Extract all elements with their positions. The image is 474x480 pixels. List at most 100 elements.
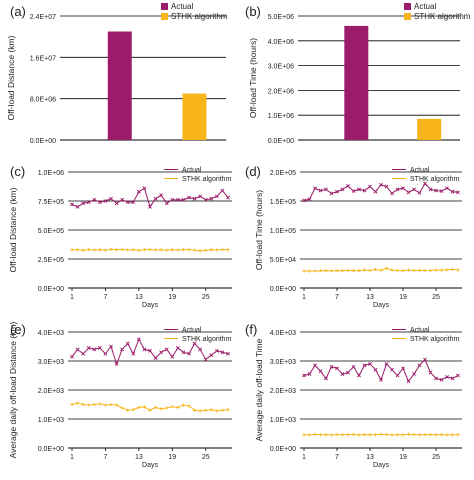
bar-sthk [182, 93, 207, 140]
point-sthk [137, 248, 141, 252]
x-axis-label: Days [142, 302, 158, 309]
point-sthk [368, 269, 372, 273]
point-sthk [181, 403, 186, 407]
point-sthk [159, 248, 163, 252]
point-actual [335, 189, 339, 194]
panel-e: (e) 0.0E+00 1.0E+03 2.0E+03 3.0E+03 4.0E+03 Av… [8, 321, 232, 469]
point-sthk [357, 269, 361, 273]
point-sthk [346, 433, 350, 437]
point-sthk [192, 408, 197, 412]
point-sthk [434, 268, 438, 272]
legend-label: Actual [182, 167, 202, 174]
point-actual [390, 367, 394, 372]
point-actual [434, 188, 438, 193]
point-sthk [340, 269, 345, 273]
y-tick-label: 4.0E+03 [270, 330, 296, 337]
x-tick-label: 7 [335, 294, 339, 301]
point-sthk [87, 403, 91, 407]
y-tick-label: 2.0E+03 [270, 388, 296, 395]
x-tick-label: 7 [103, 294, 107, 301]
point-sthk [103, 248, 108, 252]
point-sthk [120, 247, 124, 252]
legend-label: Actual [410, 327, 430, 334]
y-tick-label: 2.0E+05 [270, 170, 296, 177]
x-tick-label: 7 [335, 454, 339, 461]
point-actual [406, 190, 411, 195]
x-tick-label: 19 [168, 294, 176, 301]
y-tick-label: 8.0E+06 [30, 97, 56, 104]
point-actual [318, 369, 323, 374]
point-actual [324, 187, 328, 192]
y-tick-label: 1.0E+06 [38, 170, 64, 177]
x-tick-label: 25 [432, 294, 440, 301]
panel-label: (f) [245, 322, 257, 337]
point-sthk [114, 403, 119, 407]
point-actual [346, 370, 350, 375]
point-sthk [114, 248, 119, 252]
point-actual [203, 357, 208, 362]
point-sthk [439, 268, 444, 272]
point-sthk [434, 433, 438, 437]
bar-actual [344, 25, 369, 141]
point-actual [86, 346, 91, 350]
y-axis-label: Off-load Distance (km) [6, 35, 16, 120]
point-actual [125, 200, 130, 205]
y-tick-label: 5.0E+06 [268, 14, 294, 21]
x-tick-label: 13 [366, 454, 374, 461]
point-actual [92, 197, 97, 202]
point-actual [198, 347, 203, 352]
point-sthk [302, 269, 306, 273]
point-sthk [109, 247, 113, 251]
point-sthk [307, 269, 312, 273]
bar-sthk [417, 118, 442, 140]
point-actual [329, 364, 334, 369]
legend-label: STHK algorithm [182, 176, 232, 183]
point-actual [86, 200, 91, 205]
point-actual [445, 375, 449, 379]
point-actual [434, 376, 438, 381]
point-actual [340, 372, 345, 376]
legend-swatch [404, 3, 411, 10]
x-tick-label: 25 [432, 454, 440, 461]
point-sthk [324, 269, 328, 273]
point-sthk [142, 248, 147, 252]
point-actual [351, 364, 356, 369]
point-sthk [456, 433, 460, 437]
point-sthk [165, 248, 169, 252]
point-actual [357, 373, 361, 378]
point-actual [384, 184, 389, 189]
point-actual [335, 366, 339, 371]
x-tick-label: 1 [70, 454, 74, 461]
point-actual [142, 347, 147, 352]
point-sthk [318, 433, 323, 437]
point-sthk [445, 433, 449, 437]
point-sthk [209, 248, 213, 252]
point-sthk [92, 248, 96, 252]
point-actual [307, 197, 312, 202]
point-actual [187, 351, 191, 356]
panel-label: (d) [245, 164, 261, 179]
legend-label: STHK algorithm [410, 336, 460, 343]
x-tick-label: 19 [399, 294, 407, 301]
point-sthk [335, 432, 339, 437]
y-tick-label: 2.4E+07 [30, 14, 56, 21]
point-sthk [192, 248, 197, 252]
point-sthk [368, 433, 372, 437]
point-actual [450, 189, 455, 194]
point-actual [92, 347, 97, 352]
point-sthk [379, 268, 383, 272]
point-actual [395, 373, 400, 378]
point-actual [192, 341, 197, 346]
point-actual [318, 188, 323, 193]
point-actual [131, 351, 136, 356]
point-sthk [75, 401, 80, 405]
point-actual [164, 201, 169, 206]
point-sthk [159, 407, 163, 411]
y-axis-label: Off-load Time (hours) [254, 190, 264, 270]
x-tick-label: 25 [202, 294, 210, 301]
point-actual [159, 193, 164, 198]
x-tick-label: 13 [135, 294, 143, 301]
point-sthk [335, 269, 339, 273]
point-sthk [373, 267, 378, 272]
point-actual [103, 351, 108, 356]
